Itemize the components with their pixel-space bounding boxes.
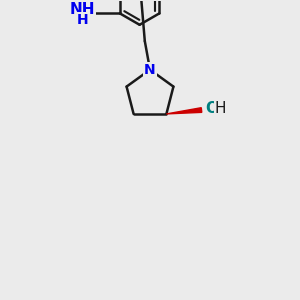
Text: O: O <box>205 101 218 116</box>
Polygon shape <box>167 108 202 114</box>
Text: H: H <box>214 101 226 116</box>
Text: NH: NH <box>69 2 95 17</box>
Text: N: N <box>144 63 156 77</box>
Text: H: H <box>76 13 88 27</box>
